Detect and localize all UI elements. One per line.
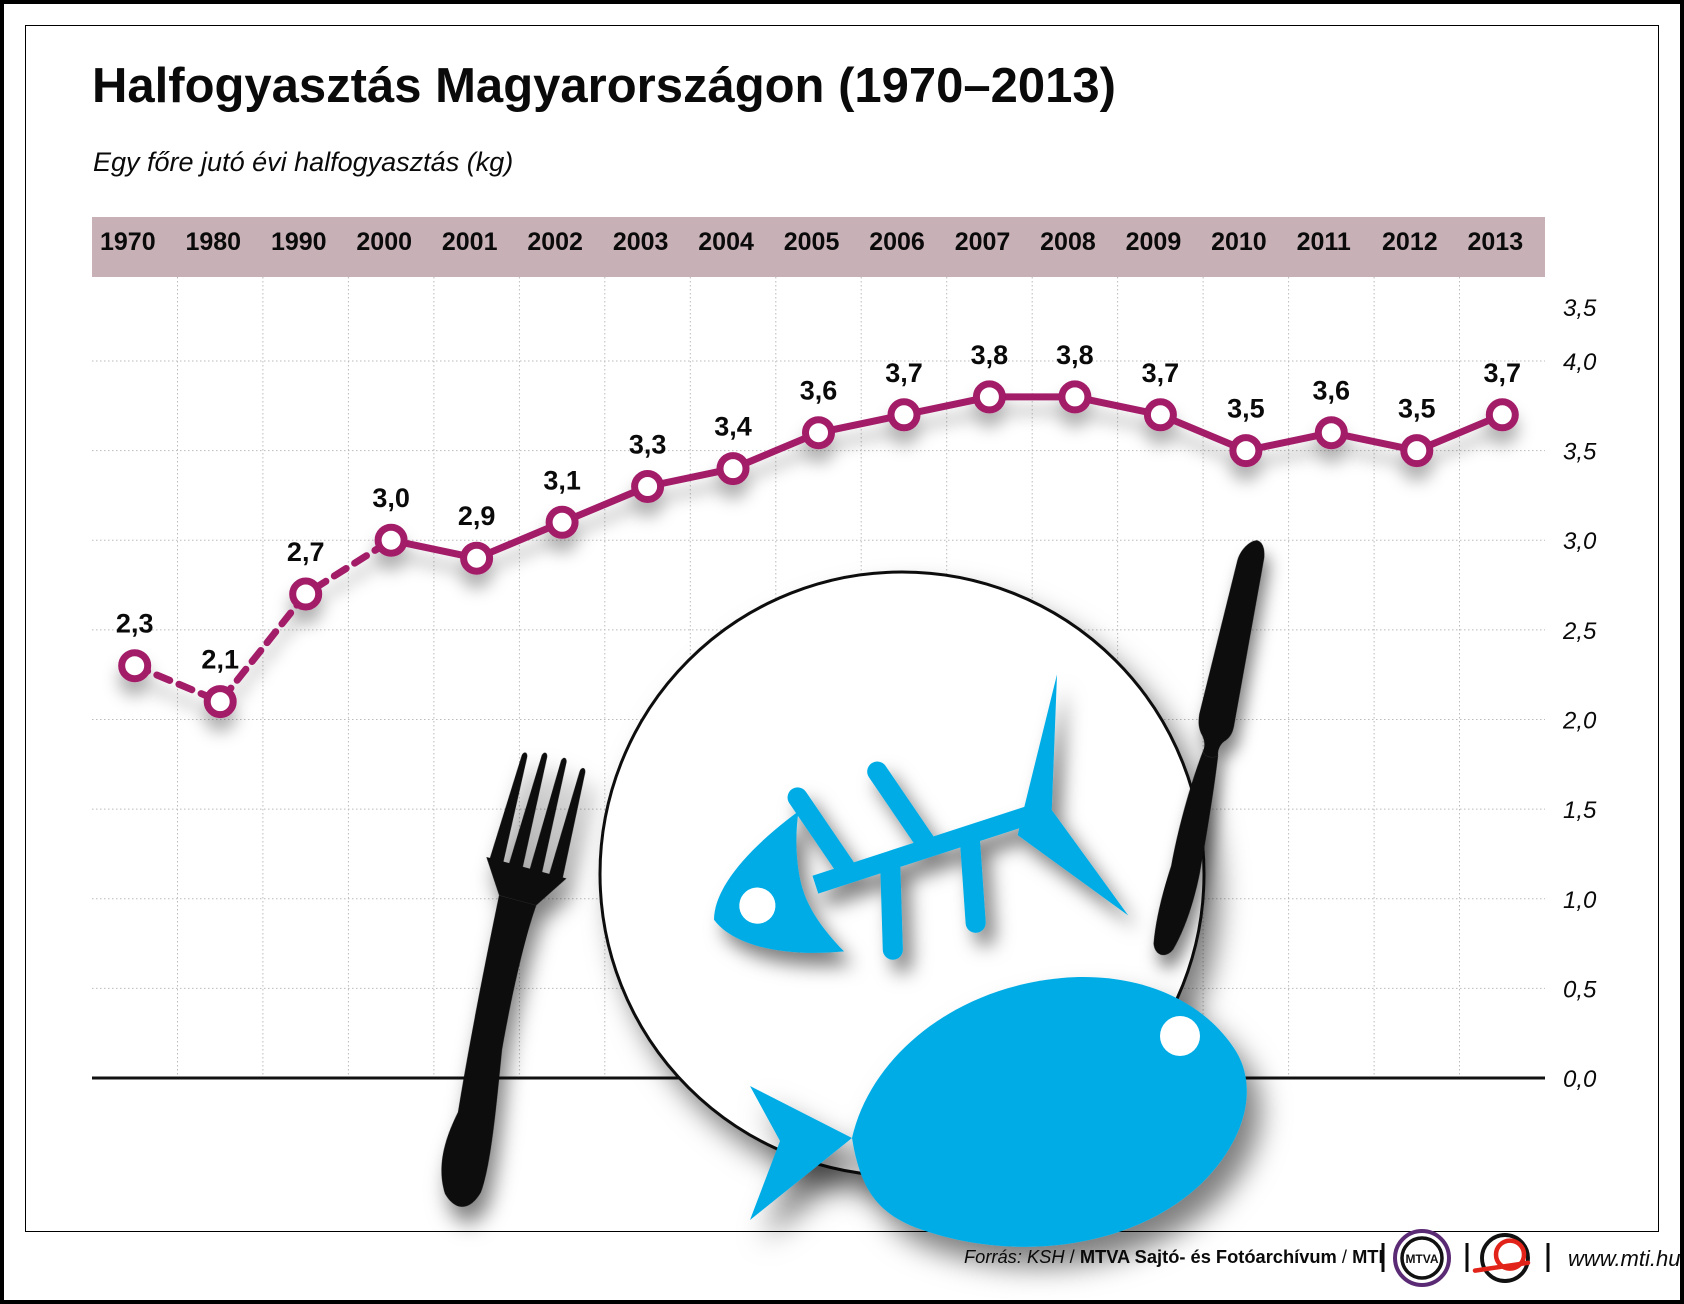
- svg-text:MTVA: MTVA: [1405, 1252, 1438, 1266]
- svg-text:www.mti.hu: www.mti.hu: [1568, 1246, 1680, 1271]
